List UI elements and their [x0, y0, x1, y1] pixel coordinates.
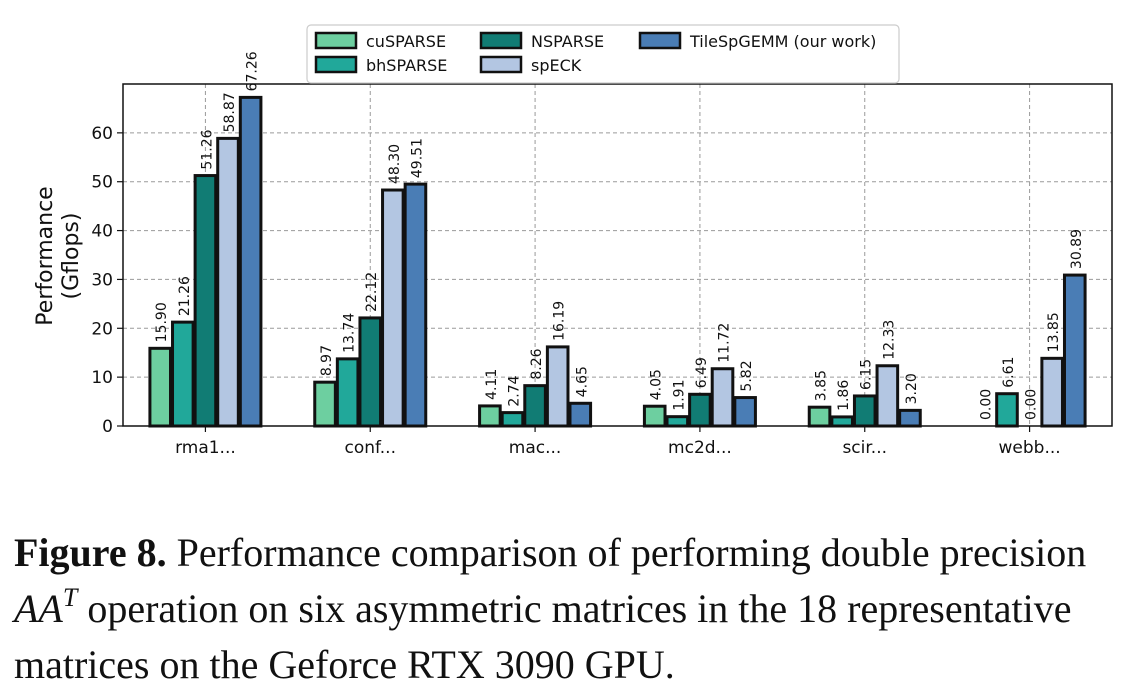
bar-label-2-2: 8.26 — [529, 348, 545, 379]
y-tick-label-5: 50 — [91, 173, 113, 193]
bar-5-4 — [1062, 273, 1087, 428]
legend-swatch-2 — [479, 31, 523, 50]
y-tick-label-4: 40 — [91, 222, 113, 242]
bar-label-0-1: 21.26 — [177, 276, 193, 316]
caption-text-after: operation on six asymmetric matrices in … — [14, 586, 1072, 687]
bar-3-0 — [642, 404, 667, 428]
bar-label-2-4: 4.65 — [574, 366, 590, 397]
bar-label-1-0: 8.97 — [319, 345, 335, 376]
performance-bar-chart: 0 10 20 30 40 50 60 15.90 21.26 51.26 58.87 67.26 rm… — [33, 24, 1113, 458]
legend-label-4: TileSpGEMM (our work) — [689, 32, 876, 51]
bar-label-3-0: 4.05 — [649, 369, 665, 400]
legend-label-1: bhSPARSE — [366, 56, 447, 75]
y-axis-label: Performance(Gflops) — [33, 186, 84, 325]
bar-0-4 — [238, 95, 263, 428]
bar-label-5-3: 13.85 — [1046, 312, 1062, 352]
bar-1-0 — [313, 380, 337, 428]
bar-label-1-1: 13.74 — [342, 313, 358, 353]
caption-math: AAT — [14, 583, 78, 632]
y-tick-label-1: 10 — [91, 368, 113, 388]
bar-0-0 — [148, 346, 173, 428]
legend-box — [306, 24, 900, 84]
legend-swatch-3 — [479, 55, 523, 74]
bar-0-2 — [193, 174, 218, 428]
y-tick-label-0: 0 — [102, 417, 113, 437]
x-tick-label-5: webb... — [999, 438, 1061, 458]
bar-5-3 — [1040, 356, 1064, 428]
bar-4-4 — [898, 408, 922, 428]
y-axis-label-line-0: Performance — [33, 186, 58, 325]
bar-label-2-0: 4.11 — [484, 369, 500, 400]
x-tick-label-4: scir... — [842, 438, 887, 458]
bar-2-2 — [523, 384, 547, 428]
bar-3-4 — [733, 396, 757, 428]
bar-label-5-4: 30.89 — [1069, 229, 1085, 269]
plot-frame — [122, 83, 1113, 427]
bar-label-4-1: 1.86 — [836, 380, 852, 411]
bar-0-3 — [216, 136, 240, 428]
bar-label-4-4: 3.20 — [904, 373, 920, 404]
bar-label-3-1: 1.91 — [671, 379, 687, 410]
bar-label-3-2: 6.49 — [694, 357, 710, 388]
bar-2-3 — [545, 345, 570, 428]
bar-label-3-3: 11.72 — [717, 323, 733, 363]
caption-math-superscript: T — [62, 583, 78, 612]
bar-0-1 — [171, 320, 195, 428]
legend-label-2: NSPARSE — [531, 32, 604, 51]
bar-label-5-0: 0.00 — [978, 389, 994, 420]
bar-label-4-2: 6.15 — [859, 359, 875, 390]
figure-caption: Figure 8. Performance comparison of perf… — [14, 525, 1124, 693]
legend-swatch-0 — [314, 31, 358, 50]
bar-label-4-0: 3.85 — [814, 370, 830, 401]
caption-text-before: Performance comparison of performing dou… — [166, 530, 1087, 575]
bar-2-4 — [568, 401, 593, 428]
legend-swatch-4 — [638, 31, 682, 50]
legend-label-0: cuSPARSE — [366, 32, 446, 51]
bar-2-1 — [500, 411, 525, 428]
bar-3-2 — [688, 392, 712, 428]
bar-3-1 — [665, 415, 690, 428]
bar-label-0-0: 15.90 — [154, 302, 170, 342]
x-tick-label-0: rma1... — [175, 438, 236, 458]
bar-label-1-3: 48.30 — [387, 144, 403, 184]
bar-label-2-3: 16.19 — [552, 301, 568, 341]
y-tick-label-3: 30 — [91, 270, 113, 290]
bar-label-0-3: 58.87 — [222, 92, 238, 132]
bar-label-0-2: 51.26 — [199, 129, 215, 169]
bar-4-0 — [807, 405, 832, 428]
bar-label-5-1: 6.61 — [1001, 357, 1017, 388]
figure-label: Figure 8. — [14, 530, 167, 575]
bar-label-0-4: 67.26 — [245, 51, 261, 91]
bar-label-1-4: 49.51 — [409, 138, 425, 178]
bar-1-2 — [358, 316, 383, 428]
y-axis-label-line-1: (Gflops) — [59, 213, 84, 300]
y-tick-label-6: 60 — [91, 124, 113, 144]
x-tick-label-1: conf... — [345, 438, 396, 458]
legend-swatch-1 — [314, 55, 358, 74]
x-tick-label-3: mc2d... — [668, 438, 732, 458]
bar-4-2 — [852, 394, 877, 428]
bar-4-1 — [830, 415, 854, 428]
x-tick-label-2: mac... — [509, 438, 562, 458]
bar-label-3-4: 5.82 — [739, 360, 755, 391]
bar-2-0 — [478, 404, 502, 428]
bar-1-3 — [381, 188, 405, 428]
y-tick-label-2: 20 — [91, 319, 113, 339]
legend: cuSPARSE bhSPARSE NSPARSE spECK TileSpGEMM (… — [306, 24, 900, 84]
bar-4-3 — [875, 364, 900, 428]
bar-1-1 — [335, 357, 360, 428]
bar-label-5-2: 0.00 — [1024, 389, 1040, 420]
legend-label-3: spECK — [531, 56, 582, 75]
bar-label-4-3: 12.33 — [881, 320, 897, 360]
caption-math-base: AA — [14, 586, 63, 631]
bar-5-1 — [995, 392, 1019, 428]
bar-3-3 — [710, 367, 735, 428]
bar-1-4 — [403, 182, 428, 428]
bar-label-1-2: 22.12 — [364, 272, 380, 312]
bar-label-2-1: 2.74 — [506, 375, 522, 406]
